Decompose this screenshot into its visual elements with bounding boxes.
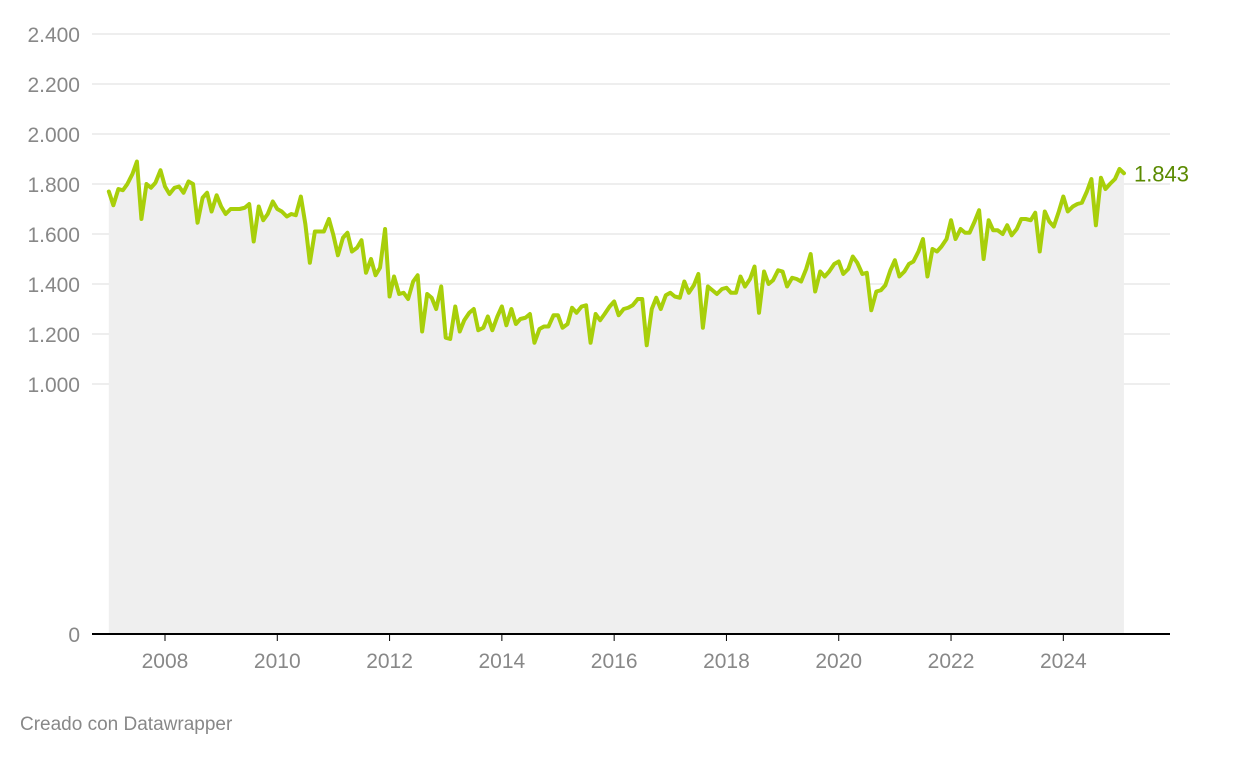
- x-tick-label: 2008: [142, 650, 189, 673]
- y-tick-label: 0: [68, 624, 80, 647]
- area-fill: [108, 161, 1124, 634]
- labels: 0 1.000 1.200 1.400 1.600 1.800 2.000 2.200 2.40…: [27, 24, 1189, 673]
- x-tick-label: 2014: [479, 650, 526, 673]
- x-tick-label: 2012: [366, 650, 413, 673]
- area-layer: [108, 161, 1124, 634]
- y-tick-label: 2.200: [27, 74, 80, 97]
- y-tick-label: 1.400: [27, 274, 80, 297]
- x-tick-label: 2010: [254, 650, 301, 673]
- x-tick-label: 2020: [815, 650, 862, 673]
- series-line: [106, 159, 1126, 348]
- last-value-label: 1.843: [1134, 161, 1189, 186]
- x-tick-label: 2018: [703, 650, 750, 673]
- credit-text: Creado con Datawrapper: [20, 714, 233, 735]
- y-tick-label: 2.000: [27, 124, 80, 147]
- x-tick-label: 2016: [591, 650, 638, 673]
- y-tick-label: 1.000: [27, 374, 80, 397]
- y-tick-label: 1.200: [27, 324, 80, 347]
- x-tick-label: 2022: [928, 650, 975, 673]
- area-chart: 0 1.000 1.200 1.400 1.600 1.800 2.000 2.200 2.40…: [27, 24, 1189, 673]
- y-tick-label: 2.400: [27, 24, 80, 47]
- y-tick-label: 1.600: [27, 224, 80, 247]
- y-tick-label: 1.800: [27, 174, 80, 197]
- x-tick-label: 2024: [1040, 650, 1087, 673]
- line-layer: [106, 159, 1126, 348]
- axes: [92, 633, 1170, 641]
